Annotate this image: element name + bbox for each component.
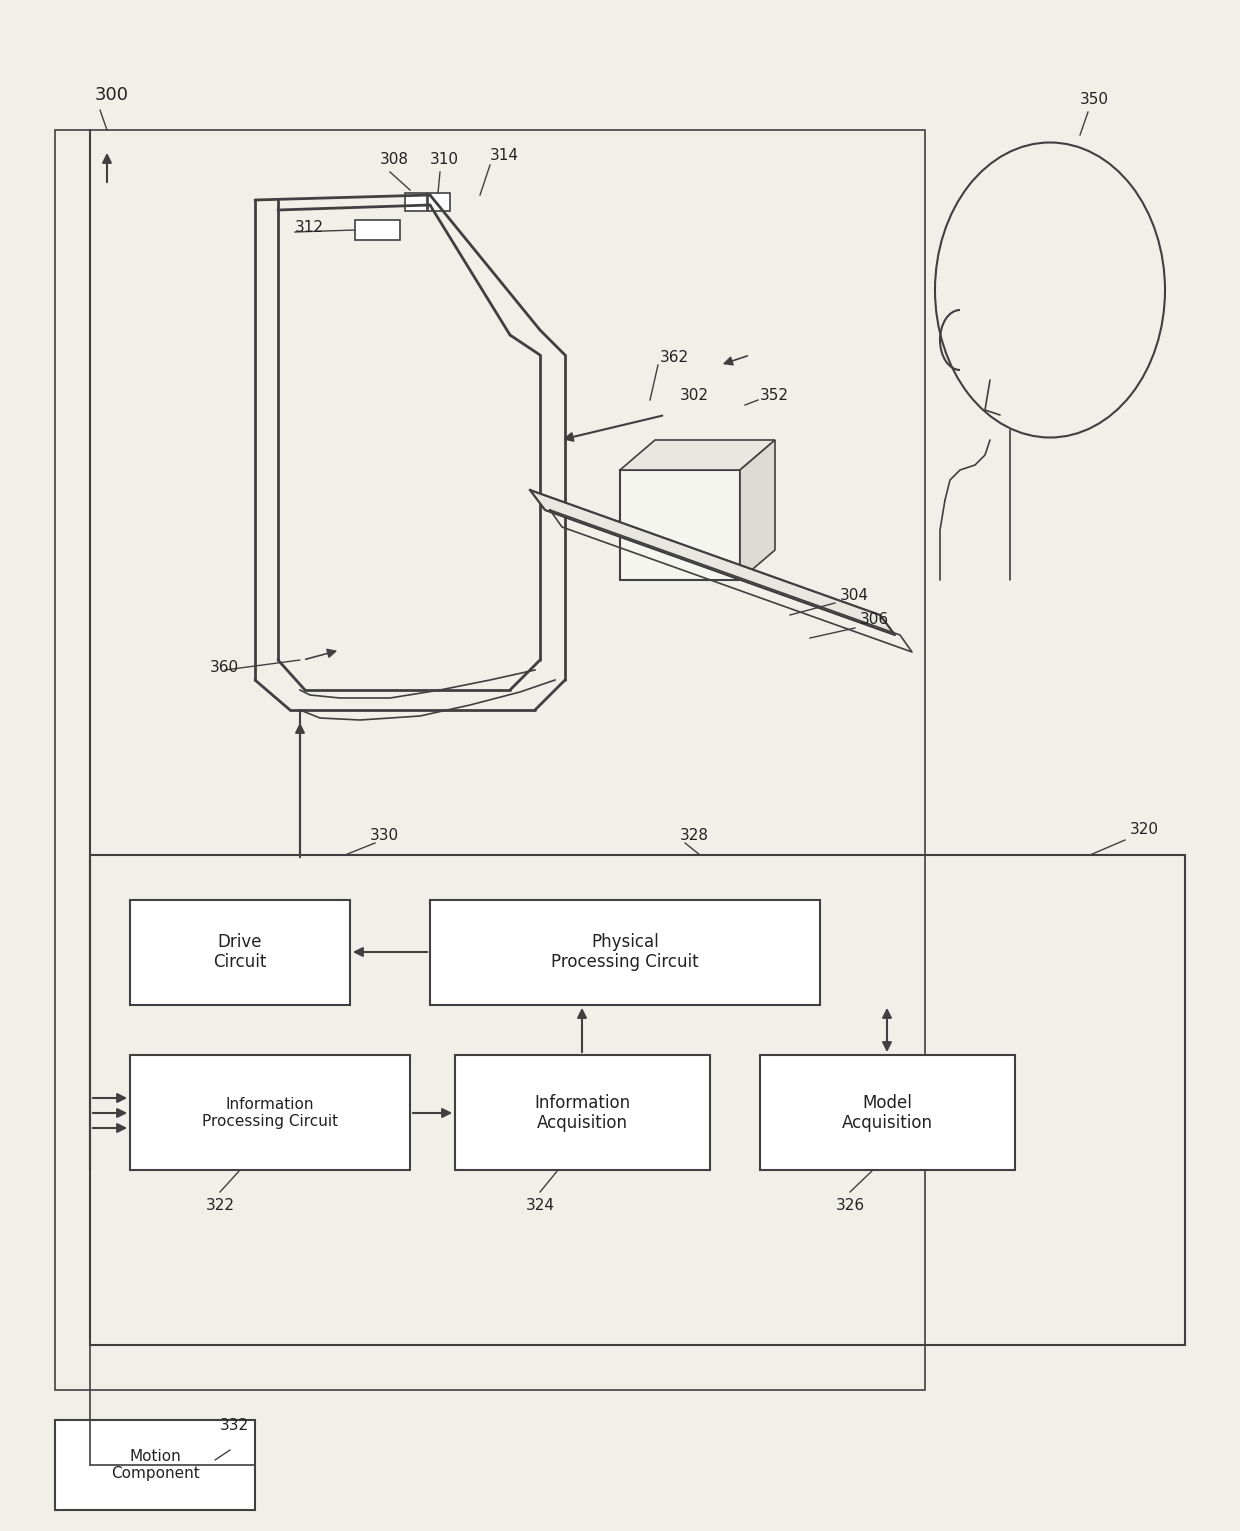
Bar bbox=[130, 900, 350, 1004]
Text: 312: 312 bbox=[295, 220, 324, 236]
Bar bbox=[620, 470, 740, 580]
Polygon shape bbox=[620, 439, 775, 470]
Text: 360: 360 bbox=[210, 660, 239, 675]
Text: Model
Acquisition: Model Acquisition bbox=[842, 1093, 932, 1133]
Text: 352: 352 bbox=[760, 387, 789, 403]
Text: 300: 300 bbox=[95, 86, 129, 104]
Bar bbox=[55, 1419, 255, 1510]
Text: 330: 330 bbox=[370, 827, 399, 842]
Text: 320: 320 bbox=[1130, 822, 1159, 837]
Text: Information
Acquisition: Information Acquisition bbox=[534, 1093, 630, 1133]
Bar bbox=[405, 193, 427, 211]
Bar bbox=[430, 900, 820, 1004]
Text: Information
Processing Circuit: Information Processing Circuit bbox=[202, 1096, 339, 1130]
Text: 332: 332 bbox=[219, 1418, 249, 1433]
Text: 308: 308 bbox=[379, 153, 409, 167]
Bar bbox=[55, 130, 925, 1390]
Bar bbox=[428, 193, 450, 211]
Bar bbox=[130, 1055, 410, 1170]
Text: 328: 328 bbox=[680, 827, 709, 842]
Text: Drive
Circuit: Drive Circuit bbox=[213, 932, 267, 971]
Bar bbox=[91, 854, 1185, 1346]
Text: 326: 326 bbox=[836, 1197, 864, 1213]
Bar bbox=[760, 1055, 1016, 1170]
Text: Motion
Component: Motion Component bbox=[110, 1448, 200, 1480]
Text: 322: 322 bbox=[206, 1197, 234, 1213]
Text: 310: 310 bbox=[430, 153, 459, 167]
Text: 350: 350 bbox=[1080, 92, 1109, 107]
Bar bbox=[355, 220, 401, 240]
Polygon shape bbox=[529, 490, 895, 635]
Bar bbox=[455, 1055, 711, 1170]
Polygon shape bbox=[740, 439, 775, 580]
Text: 324: 324 bbox=[526, 1197, 554, 1213]
Text: Physical
Processing Circuit: Physical Processing Circuit bbox=[552, 932, 699, 971]
Text: 314: 314 bbox=[490, 147, 520, 162]
Text: 362: 362 bbox=[660, 351, 689, 366]
Text: 304: 304 bbox=[839, 588, 869, 603]
Text: 302: 302 bbox=[680, 387, 709, 403]
Text: 306: 306 bbox=[861, 612, 889, 628]
